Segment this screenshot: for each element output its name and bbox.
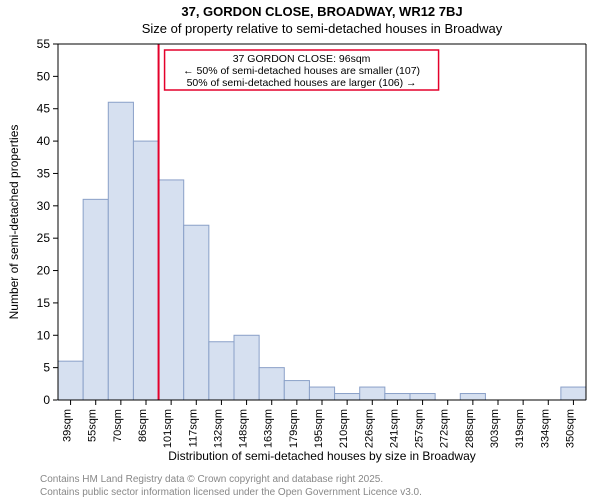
y-tick-label: 35: [37, 166, 51, 180]
y-tick-label: 25: [37, 231, 51, 245]
y-tick-label: 20: [37, 264, 51, 278]
x-tick-label: 319sqm: [514, 409, 526, 448]
annotation-line1: 37 GORDON CLOSE: 96sqm: [233, 53, 371, 65]
annotation-line2: ← 50% of semi-detached houses are smalle…: [183, 65, 420, 77]
histogram-bar: [58, 361, 83, 400]
x-axis-label: Distribution of semi-detached houses by …: [168, 449, 476, 463]
x-tick-label: 303sqm: [489, 409, 501, 448]
y-tick-label: 5: [43, 361, 50, 375]
chart-title-line2: Size of property relative to semi-detach…: [142, 21, 503, 36]
chart-title-line1: 37, GORDON CLOSE, BROADWAY, WR12 7BJ: [181, 4, 462, 19]
x-tick-label: 70sqm: [112, 409, 124, 442]
y-tick-label: 30: [37, 199, 51, 213]
annotation-line3: 50% of semi-detached houses are larger (…: [187, 77, 417, 89]
x-tick-label: 241sqm: [388, 409, 400, 448]
footer-line2: Contains public sector information licen…: [40, 487, 422, 498]
x-tick-label: 210sqm: [338, 409, 350, 448]
y-axis-label: Number of semi-detached properties: [7, 125, 21, 320]
histogram-bar: [159, 180, 184, 400]
x-tick-label: 257sqm: [414, 409, 426, 448]
x-tick-label: 148sqm: [238, 409, 250, 448]
histogram-bar: [108, 102, 133, 400]
chart-container: 37, GORDON CLOSE, BROADWAY, WR12 7BJ Size…: [0, 0, 600, 500]
histogram-bar: [184, 225, 209, 400]
x-tick-label: 86sqm: [137, 409, 149, 442]
x-tick-label: 272sqm: [439, 409, 451, 448]
histogram-bar: [209, 342, 234, 400]
x-tick-label: 350sqm: [564, 409, 576, 448]
histogram-bar: [460, 394, 485, 400]
histogram-bar: [335, 394, 360, 400]
x-tick-label: 288sqm: [464, 409, 476, 448]
histogram-bar: [133, 141, 158, 400]
y-tick-label: 10: [37, 328, 51, 342]
y-tick-label: 0: [43, 393, 50, 407]
x-tick-label: 101sqm: [162, 409, 174, 448]
histogram-bar: [561, 387, 586, 400]
histogram-bar: [83, 199, 108, 400]
x-tick-label: 195sqm: [313, 409, 325, 448]
histogram-bar: [360, 387, 385, 400]
x-tick-label: 117sqm: [187, 409, 199, 447]
histogram-bar: [385, 394, 410, 400]
x-tick-label: 334sqm: [539, 409, 551, 448]
histogram-bar: [234, 335, 259, 400]
x-tick-label: 39sqm: [62, 409, 74, 442]
y-tick-label: 15: [37, 296, 51, 310]
chart-svg: 37, GORDON CLOSE, BROADWAY, WR12 7BJ Size…: [0, 0, 600, 500]
y-tick-label: 45: [37, 102, 51, 116]
histogram-bar: [259, 368, 284, 400]
footer-line1: Contains HM Land Registry data © Crown c…: [40, 474, 383, 485]
x-tick-label: 226sqm: [363, 409, 375, 448]
histogram-bar: [309, 387, 334, 400]
histogram-bar: [410, 394, 435, 400]
y-tick-label: 55: [37, 37, 51, 51]
histogram-bar: [284, 381, 309, 400]
x-tick-label: 179sqm: [288, 409, 300, 448]
x-tick-label: 55sqm: [87, 409, 99, 442]
y-tick-label: 50: [37, 69, 51, 83]
x-tick-label: 163sqm: [263, 409, 275, 448]
x-tick-label: 132sqm: [212, 409, 224, 448]
y-tick-label: 40: [37, 134, 51, 148]
